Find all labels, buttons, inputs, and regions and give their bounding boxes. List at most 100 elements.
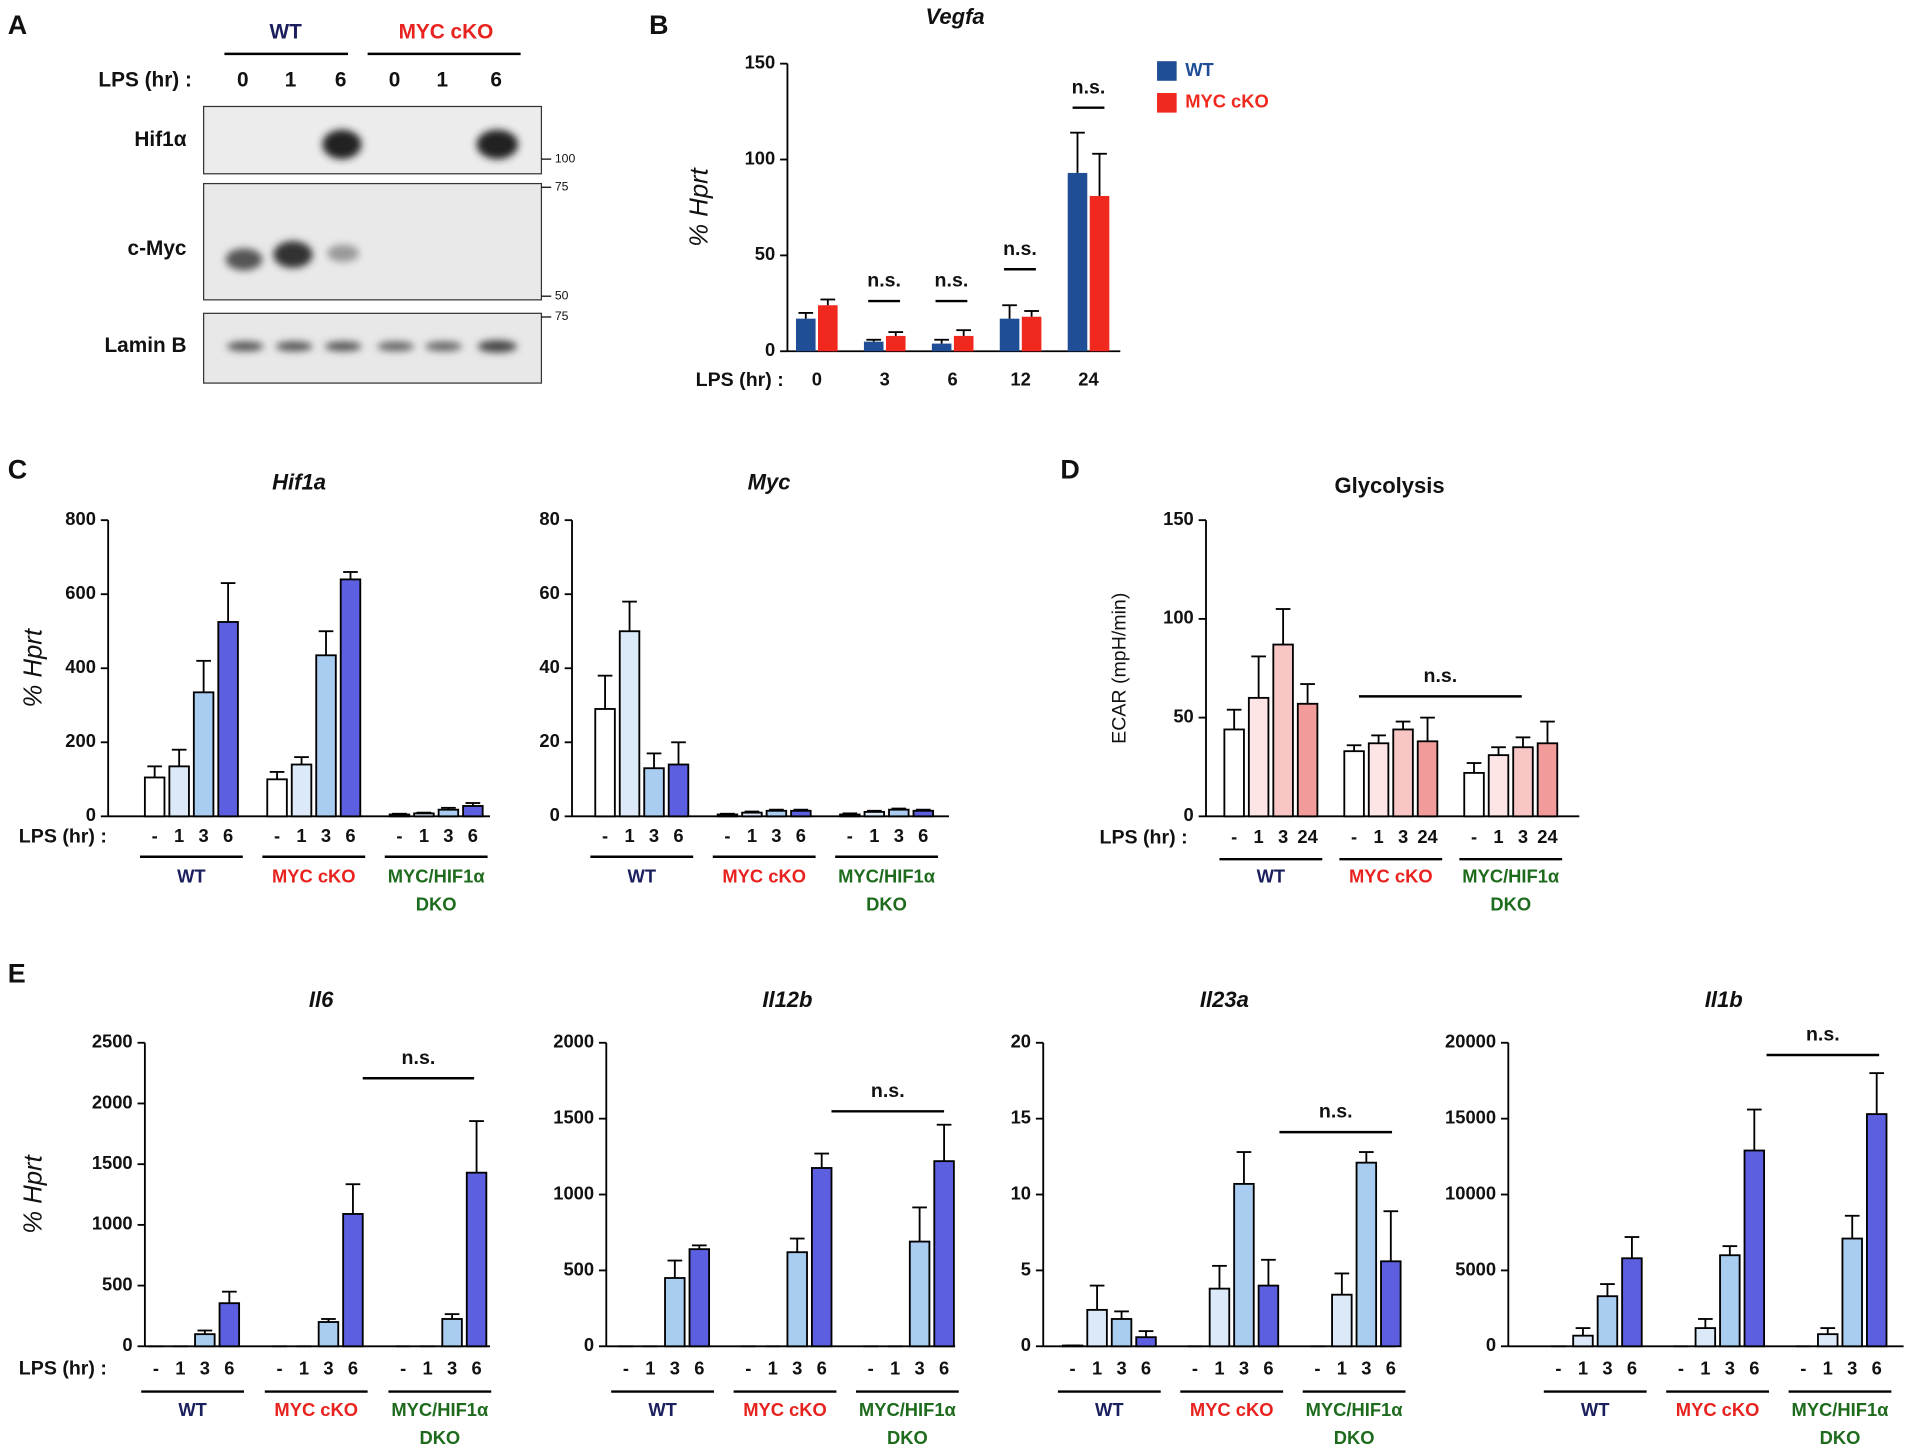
group-label: MYC cKO: [1190, 1399, 1274, 1420]
x-tick-label: 3: [447, 1357, 457, 1378]
x-tick-label: 3: [321, 825, 331, 846]
bar: [217, 621, 239, 818]
marker-label: 75: [555, 179, 569, 193]
x-tick-label: 6: [673, 825, 683, 846]
group-label: MYC cKO: [722, 865, 806, 886]
x-tick-label: 1: [296, 825, 306, 846]
group-label: WT: [178, 1399, 207, 1420]
bar: [218, 1302, 241, 1348]
y-axis-label: % Hprt: [20, 1153, 48, 1233]
legend-swatch: [1157, 93, 1177, 113]
x-tick-label: 6: [796, 825, 806, 846]
bar: [315, 654, 337, 818]
group-label: MYC/HIF1α: [388, 865, 486, 886]
bar: [192, 691, 215, 818]
panel-letter: C: [8, 454, 27, 484]
bar: [1223, 728, 1245, 818]
x-tick-label: 24: [1537, 826, 1558, 847]
bar: [1089, 195, 1110, 352]
y-tick-label: 1500: [553, 1106, 594, 1127]
x-tick-label: -: [400, 1357, 406, 1378]
bar: [885, 335, 906, 352]
x-tick-label: 3: [323, 1357, 333, 1378]
legend-label: MYC cKO: [1185, 91, 1269, 112]
x-tick-label: 3: [199, 825, 209, 846]
y-tick-label: 0: [86, 804, 96, 825]
x-tick-label: 1: [419, 825, 429, 846]
chart-title: Myc: [748, 469, 791, 494]
bar: [863, 810, 886, 818]
bar: [1247, 696, 1270, 818]
bar: [1355, 1161, 1378, 1348]
bar: [1331, 1293, 1353, 1348]
bar: [1719, 1254, 1741, 1348]
y-tick-label: 500: [102, 1273, 133, 1294]
group-label: DKO: [416, 894, 457, 915]
y-tick-label: 0: [1021, 1334, 1031, 1355]
bar: [1367, 742, 1390, 818]
group-label: MYC/HIF1α: [391, 1399, 489, 1420]
y-axis-label: % Hprt: [20, 627, 48, 707]
row-label: c-Myc: [128, 237, 187, 260]
y-tick-label: 10: [1011, 1182, 1031, 1203]
x-tick-label: -: [1555, 1357, 1561, 1378]
group-label: MYC cKO: [1349, 865, 1433, 886]
y-tick-label: 2000: [553, 1031, 594, 1052]
western-blot: WT MYC cKO LPS (hr) : 0 1 6 0 1 6 Hif1α …: [98, 21, 575, 384]
bar: [1135, 1336, 1157, 1348]
bar: [388, 813, 411, 818]
bar: [912, 809, 934, 818]
group-label: WT: [1257, 865, 1286, 886]
blot-group: MYC cKO: [399, 21, 494, 44]
marker-label: 75: [555, 309, 569, 323]
bar: [1233, 1182, 1255, 1348]
x-tick-label: 3: [1361, 1357, 1371, 1378]
y-tick-label: 15000: [1445, 1106, 1496, 1127]
significance-label: n.s.: [871, 1080, 905, 1102]
x-tick-label: -: [1471, 826, 1477, 847]
chart-title: Il23a: [1200, 987, 1249, 1012]
bar: [462, 805, 484, 818]
lane-label: 1: [285, 68, 297, 91]
bar: [1380, 1260, 1402, 1348]
x-tick-label: 1: [768, 1357, 778, 1378]
y-tick-label: 1000: [92, 1213, 133, 1234]
group-label: MYC cKO: [272, 865, 356, 886]
panel-letter: A: [8, 10, 27, 40]
bar: [839, 813, 861, 818]
y-tick-label: 150: [1163, 508, 1194, 529]
x-tick-label: 1: [299, 1357, 309, 1378]
y-tick-label: 40: [539, 656, 559, 677]
bar: [339, 578, 362, 818]
y-tick-label: 800: [65, 508, 96, 529]
bar: [933, 1160, 955, 1348]
y-tick-label: 0: [1184, 804, 1194, 825]
bar: [290, 763, 313, 818]
x-tick-label: 1: [890, 1357, 900, 1378]
x-tick-label: 1: [1092, 1357, 1102, 1378]
x-tick-label: 0: [812, 368, 822, 389]
significance-label: n.s.: [867, 270, 901, 292]
x-tick-label: 6: [918, 825, 928, 846]
significance-label: n.s.: [1072, 76, 1106, 98]
x-tick-label: 3: [649, 825, 659, 846]
x-tick-label: -: [1070, 1357, 1076, 1378]
x-tick-label: 6: [1263, 1357, 1273, 1378]
bar: [1817, 1333, 1839, 1348]
y-tick-label: 150: [745, 51, 776, 72]
y-tick-label: 50: [1173, 705, 1193, 726]
x-tick-label: 1: [1214, 1357, 1224, 1378]
bar: [818, 305, 838, 352]
significance-label: n.s.: [1806, 1024, 1840, 1046]
bar: [1416, 740, 1439, 818]
y-tick-label: 5000: [1455, 1258, 1496, 1279]
x-tick-label: -: [274, 825, 280, 846]
bar: [1865, 1113, 1888, 1348]
x-tick-label: -: [1314, 1357, 1320, 1378]
x-tick-label: 6: [471, 1357, 481, 1378]
y-tick-label: 1500: [92, 1152, 133, 1173]
bar: [1296, 702, 1319, 818]
x-tick-label: 6: [1386, 1357, 1396, 1378]
bar: [786, 1251, 808, 1348]
group-label: DKO: [1334, 1427, 1375, 1448]
